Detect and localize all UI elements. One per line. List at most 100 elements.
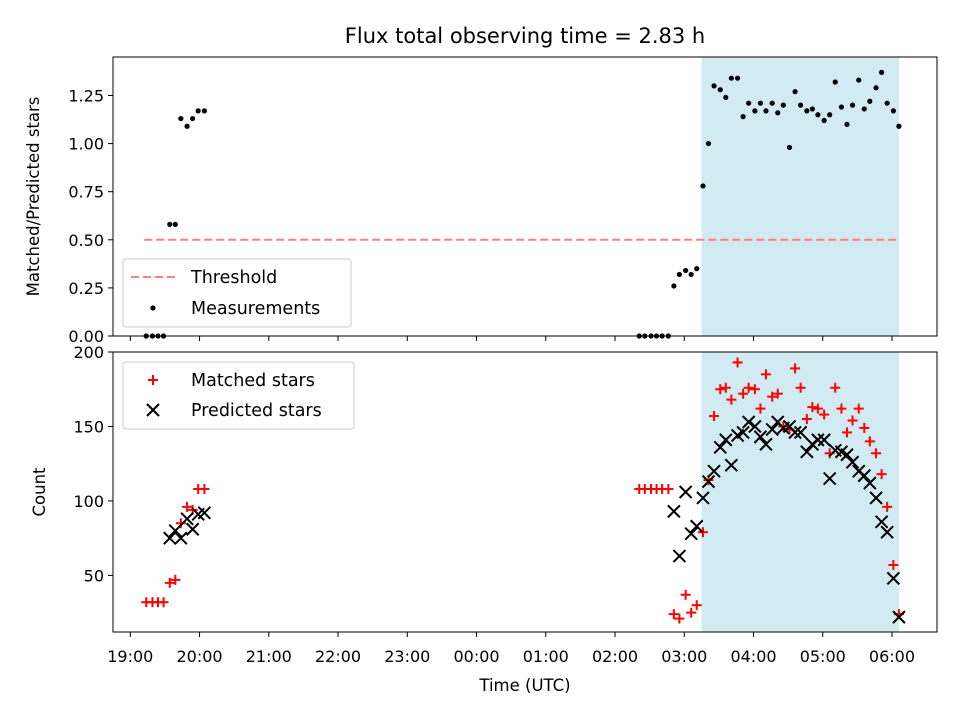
predicted-star-marker	[684, 526, 698, 541]
matched-star-marker	[182, 501, 193, 512]
matched-star-marker	[199, 484, 210, 495]
predicted-star-marker	[880, 525, 894, 539]
bottom-x-tick-label: 23:00	[384, 647, 430, 666]
measurement-point	[728, 75, 734, 81]
bottom-y-ticks: 50 100 150 200	[73, 343, 113, 585]
predicted-marker-b	[163, 531, 177, 545]
matched-star-marker	[164, 577, 175, 588]
predicted-marker-b	[817, 433, 831, 447]
matched-star-marker	[715, 384, 726, 395]
predicted-star-marker	[197, 506, 212, 520]
measurement-point	[884, 100, 890, 106]
predicted-star-marker	[724, 458, 739, 472]
predicted-star-marker	[741, 415, 756, 429]
measurement-point	[734, 75, 741, 81]
top-y-tick-label: 1.00	[68, 135, 104, 154]
bottom-x-tick-label: 02:00	[592, 647, 638, 666]
observing-window-shade-bottom	[701, 352, 899, 632]
measurement-point	[676, 271, 683, 278]
measurement-point	[694, 266, 700, 272]
measurement-point	[723, 94, 729, 101]
measurement-point	[856, 77, 862, 83]
measurement-point	[809, 106, 815, 112]
top-y-tick-label: 0.75	[68, 183, 104, 202]
measurement-point	[190, 115, 196, 122]
matched-star-marker	[830, 382, 841, 393]
matched-star-marker	[871, 448, 882, 459]
measurement-point	[757, 100, 764, 106]
predicted-marker-b	[886, 571, 901, 586]
matched-star-marker	[674, 613, 685, 624]
predicted-marker-b	[765, 422, 779, 437]
matched-star-marker	[720, 382, 731, 393]
predicted-star-marker	[759, 437, 773, 452]
matched-star-marker	[847, 415, 858, 426]
matched-star-marker	[876, 469, 887, 480]
predicted-star-marker	[168, 524, 183, 538]
matched-star-marker	[760, 369, 771, 380]
predicted-marker-b	[197, 506, 212, 520]
measurement-point	[775, 110, 781, 116]
predicted-star-markers	[163, 415, 906, 624]
predicted-star-marker	[840, 448, 854, 462]
bottom-x-tick-label: 04:00	[730, 647, 776, 666]
predicted-marker-b	[748, 419, 762, 434]
predicted-star-marker	[811, 433, 825, 447]
bottom-x-tick-label: 01:00	[523, 647, 569, 666]
predicted-marker-b	[174, 531, 188, 545]
predicted-marker-b	[793, 425, 808, 440]
predicted-marker-b	[180, 512, 194, 526]
predicted-marker-b	[788, 425, 802, 440]
bottom-y-tick-label: 150	[73, 417, 104, 436]
measurement-point	[849, 102, 856, 108]
matched-star-marker	[743, 382, 754, 393]
predicted-marker-b	[880, 525, 894, 539]
matched-star-marker	[853, 403, 864, 414]
bottom-x-tick-label: 03:00	[661, 647, 707, 666]
predicted-marker-b	[724, 458, 739, 472]
measurement-point	[873, 85, 879, 91]
predicted-marker-b	[684, 526, 698, 541]
predicted-marker-b	[185, 522, 200, 536]
top-y-axis-label: Matched/Predicted stars	[24, 97, 43, 297]
predicted-marker-b	[845, 455, 860, 469]
measurement-point	[815, 112, 821, 118]
predicted-marker-b	[146, 403, 160, 417]
measurement-point	[827, 112, 833, 118]
matched-star-marker	[686, 607, 697, 618]
predicted-marker-b	[696, 491, 710, 505]
predicted-marker-b	[800, 445, 814, 459]
predicted-star-marker	[874, 515, 889, 529]
measurement-point	[879, 69, 885, 75]
bottom-x-tick-label: 22:00	[315, 647, 361, 666]
bottom-y-tick-label: 50	[84, 566, 104, 585]
bottom-x-tick-label: 00:00	[453, 647, 499, 666]
measurement-point	[763, 108, 769, 114]
ratio-panel: 0.00 0.25 0.50 0.75 1.00 1.25 Flux total obse…	[24, 24, 938, 346]
measurement-point	[861, 106, 867, 112]
matched-star-marker	[738, 388, 749, 399]
measurement-point	[792, 89, 798, 95]
predicted-star-marker	[845, 455, 860, 469]
measurement-point	[178, 115, 184, 122]
measurement-point	[786, 144, 793, 151]
predicted-marker-b	[713, 440, 727, 455]
measurement-point	[195, 108, 201, 114]
predicted-star-marker	[701, 474, 716, 489]
matched-star-marker	[812, 403, 823, 414]
predicted-star-marker	[736, 425, 750, 440]
matched-star-marker	[819, 409, 830, 420]
matched-star-marker	[732, 357, 743, 368]
bottom-x-tick-label: 19:00	[107, 647, 153, 666]
measurement-point	[838, 104, 845, 110]
top-axes-frame	[112, 56, 938, 337]
x-axis-label: Time (UTC)	[478, 676, 570, 695]
predicted-star-marker	[892, 610, 906, 624]
top-y-tick-label: 0.00	[68, 327, 104, 346]
predicted-marker-b	[719, 433, 733, 447]
top-y-ticks: 0.00 0.25 0.50 0.75 1.00 1.25	[68, 86, 113, 346]
predicted-marker-b	[874, 515, 889, 529]
matched-star-marker	[801, 414, 812, 425]
predicted-marker-b	[736, 425, 750, 440]
